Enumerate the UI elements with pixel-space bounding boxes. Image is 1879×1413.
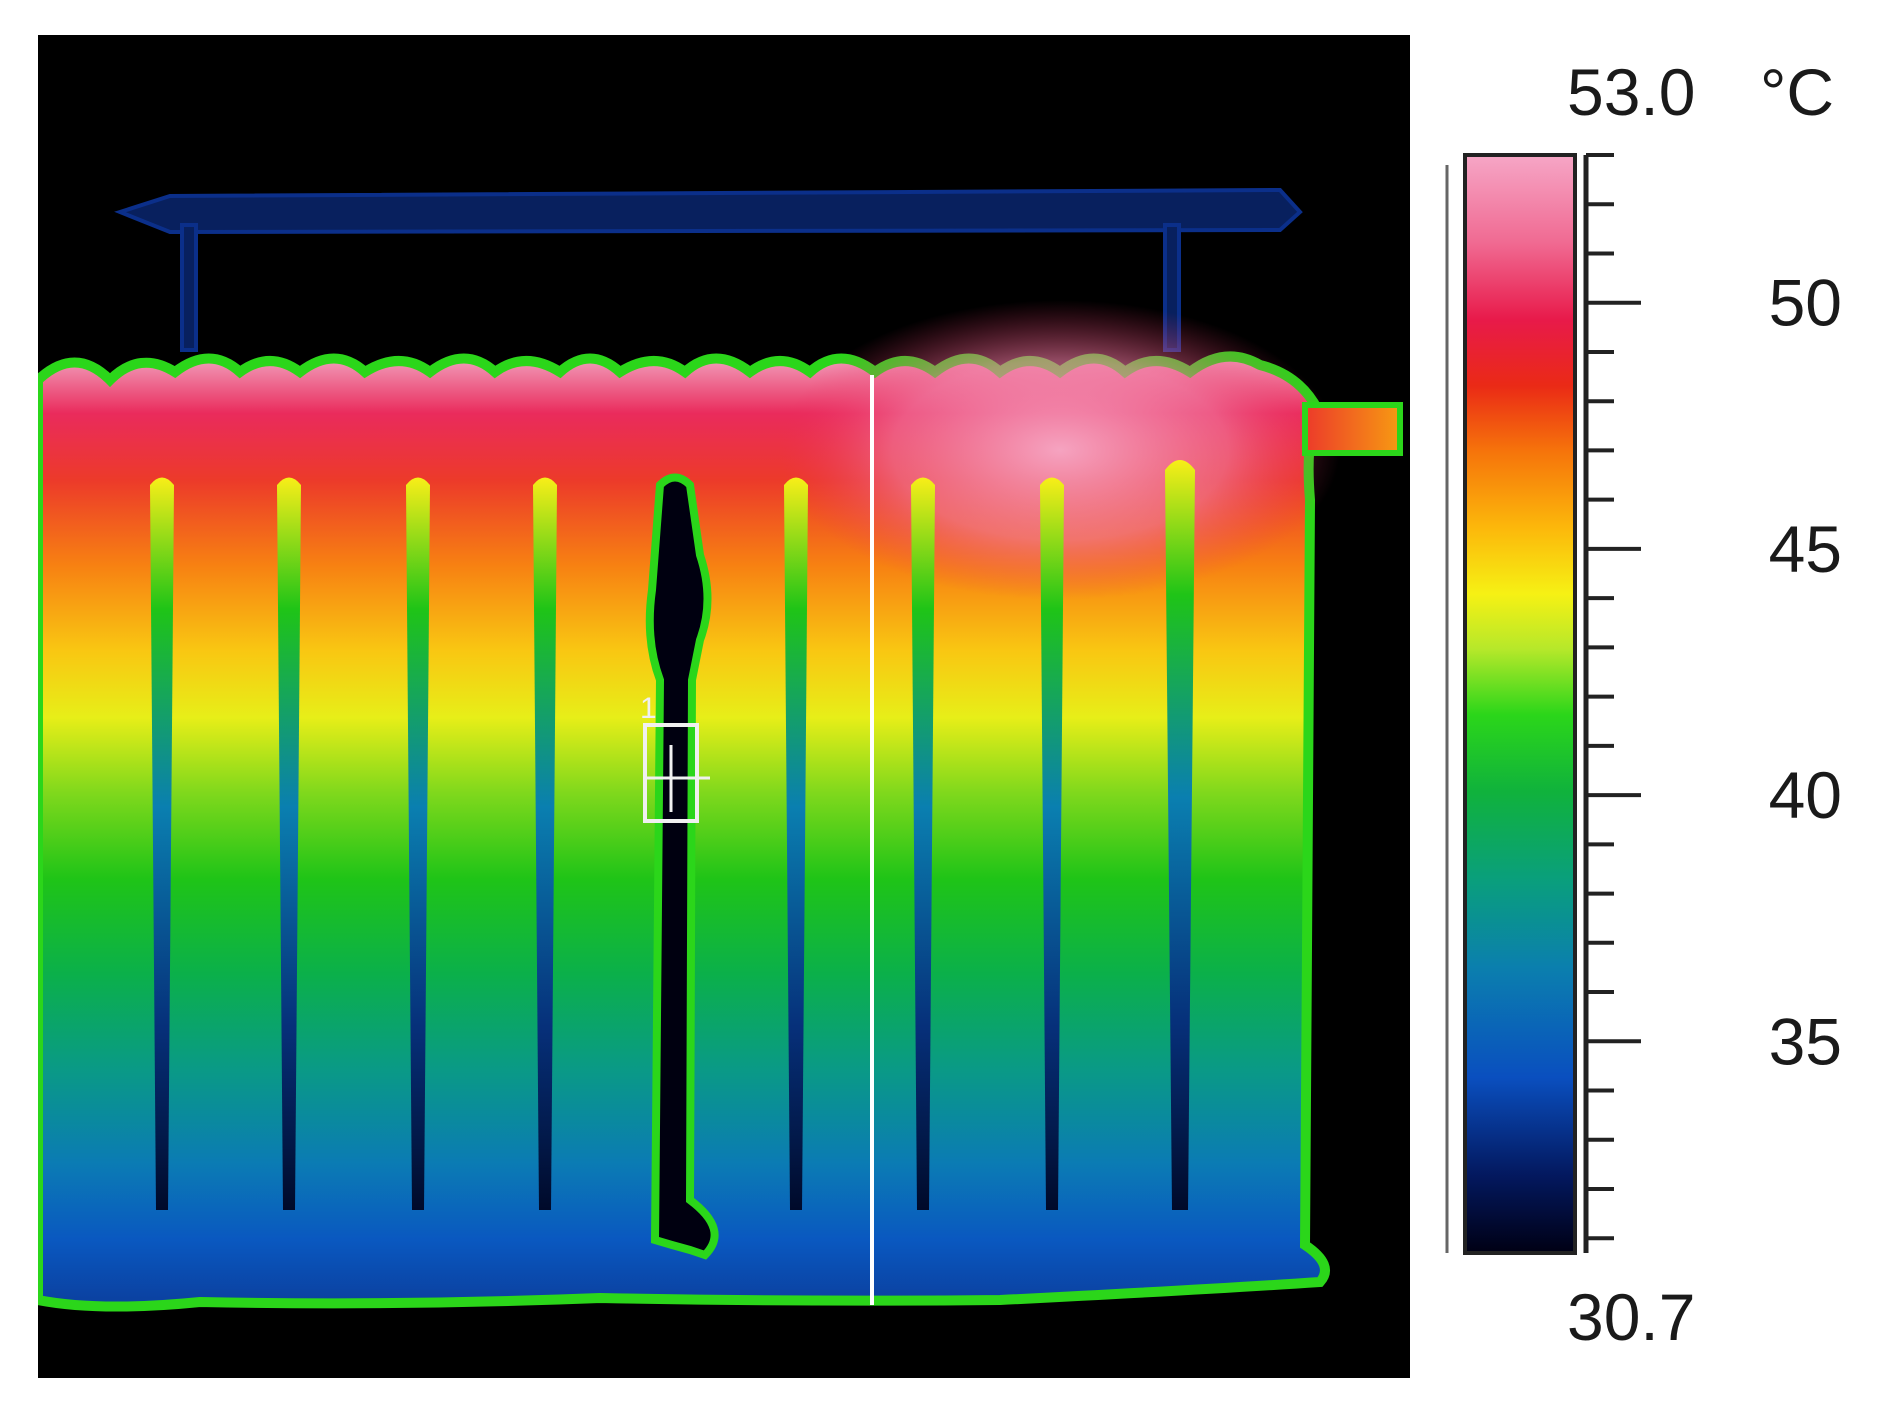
scale-labels: 50 45 40 35 bbox=[1769, 266, 1842, 1079]
color-scale-bar bbox=[1463, 153, 1577, 1255]
radiator-grooves bbox=[150, 460, 1195, 1210]
radiator bbox=[38, 300, 1403, 1312]
scale-tick-label: 45 bbox=[1769, 512, 1842, 586]
inlet-pipe bbox=[1302, 402, 1403, 456]
scale-tick-label: 35 bbox=[1769, 1004, 1842, 1078]
spot-marker-label: 1 bbox=[640, 692, 657, 725]
scale-tick-label: 40 bbox=[1769, 758, 1842, 832]
valve-column bbox=[645, 473, 719, 1260]
scale-unit-label: °C bbox=[1760, 55, 1834, 129]
temperature-scale: 50 45 40 35 53.0 °C 30.7 bbox=[1445, 55, 1842, 1354]
scale-tick-label: 50 bbox=[1769, 266, 1842, 340]
scale-max-label: 53.0 bbox=[1567, 55, 1695, 129]
scale-min-label: 30.7 bbox=[1567, 1280, 1695, 1354]
scale-ticks bbox=[1586, 153, 1641, 1241]
spot-marker[interactable]: 1 bbox=[640, 692, 710, 823]
crosshair-box-icon[interactable] bbox=[643, 723, 699, 823]
thermal-image: 1 bbox=[38, 35, 1410, 1378]
